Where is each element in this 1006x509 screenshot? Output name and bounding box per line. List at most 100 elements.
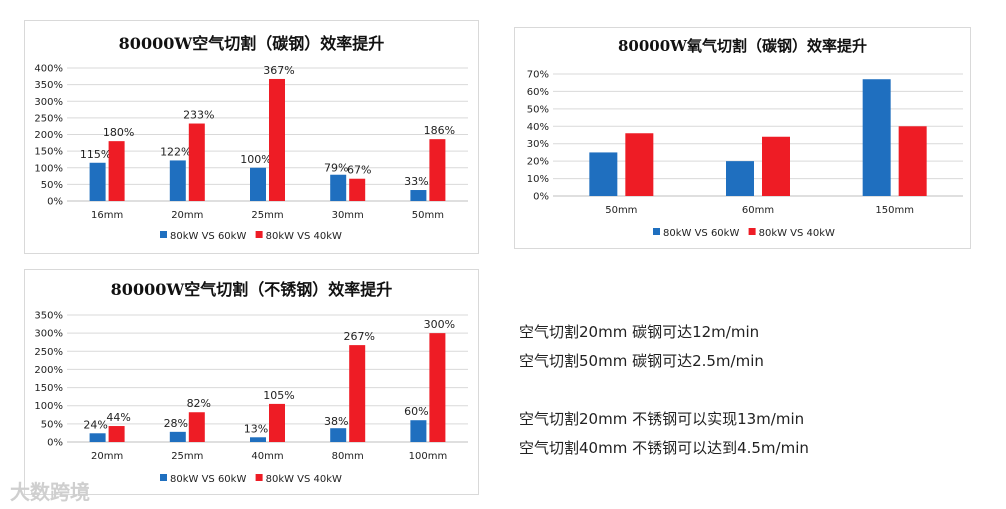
x-tick-label: 80mm (332, 451, 364, 462)
bar-vs-40kw (108, 141, 125, 201)
bar-vs-40kw (269, 403, 285, 442)
legend-label: 80kW VS 40kW (266, 474, 342, 485)
legend-label: 80kW VS 60kW (170, 474, 246, 485)
y-tick-label: 150% (34, 383, 63, 394)
y-tick-label: 350% (34, 80, 63, 91)
y-tick-label: 0% (47, 197, 63, 208)
note-air-40mm-stainless: 空气切割40mm 不锈钢可以达到4.5m/min (519, 439, 809, 457)
x-tick-label: 50mm (605, 205, 637, 216)
data-label: 300% (424, 318, 455, 331)
x-tick-label: 100mm (409, 451, 448, 462)
y-tick-label: 200% (34, 365, 63, 376)
y-tick-label: 50% (527, 104, 549, 115)
data-label: 79% (324, 162, 348, 175)
note-air-20mm-stainless: 空气切割20mm 不锈钢可以实现13m/min (519, 410, 805, 428)
chart-panel-oxygen-carbon: 80000W氧气切割（碳钢）效率提升 0% 10% 20% 30% 40% 50% 60% 70… (514, 27, 971, 249)
bar-vs-60kw (862, 79, 891, 196)
note-air-50mm-carbon: 空气切割50mm 碳钢可达2.5m/min (519, 352, 764, 370)
data-label: 100% (240, 153, 271, 166)
bar-vs-60kw (89, 433, 106, 442)
data-label: 122% (160, 145, 191, 158)
legend-swatch (748, 228, 756, 235)
data-label: 24% (83, 418, 107, 431)
data-label: 186% (424, 124, 455, 137)
y-tick-label: 350% (34, 311, 63, 322)
legend-label: 80kW VS 40kW (266, 231, 342, 242)
data-label: 115% (80, 148, 111, 161)
data-label: 28% (164, 417, 188, 430)
data-label: 233% (183, 109, 214, 122)
data-label: 82% (187, 397, 211, 410)
chart-air-stainless: 80000W空气切割（不锈钢）效率提升 0% 50% 100% 150% 200% 250%… (34, 280, 468, 485)
chart-title: 80000W空气切割（不锈钢）效率提升 (111, 280, 393, 299)
y-tick-label: 100% (34, 401, 63, 412)
bar-vs-40kw (188, 412, 205, 442)
chart-oxygen-carbon: 80000W氧气切割（碳钢）效率提升 0% 10% 20% 30% 40% 50% 60% 70… (527, 37, 963, 239)
y-tick-label: 0% (533, 192, 549, 203)
data-label: 67% (347, 164, 371, 177)
bar-vs-40kw (625, 133, 654, 196)
y-tick-label: 60% (527, 87, 549, 98)
x-tick-label: 20mm (171, 210, 203, 221)
y-tick-label: 50% (41, 180, 63, 191)
bar-vs-40kw (269, 78, 285, 201)
bar-vs-60kw (250, 437, 266, 442)
bar-vs-60kw (410, 190, 427, 201)
data-label: 367% (263, 64, 294, 77)
legend-swatch (255, 474, 263, 481)
x-tick-label: 16mm (91, 210, 123, 221)
y-tick-label: 50% (41, 419, 63, 430)
data-label: 33% (404, 175, 428, 188)
bar-vs-60kw (726, 161, 754, 196)
chart-title: 80000W氧气切割（碳钢）效率提升 (618, 37, 867, 55)
y-tick-label: 150% (34, 147, 63, 158)
bar-vs-40kw (349, 178, 366, 201)
bar-vs-40kw (429, 139, 446, 201)
data-label: 44% (106, 411, 130, 424)
legend-swatch (653, 228, 660, 235)
x-tick-label: 40mm (251, 451, 283, 462)
y-tick-label: 40% (527, 122, 549, 133)
y-tick-label: 250% (34, 113, 63, 124)
x-tick-label: 20mm (91, 451, 123, 462)
data-label: 38% (324, 415, 348, 428)
x-tick-label: 30mm (332, 210, 364, 221)
watermark-logo: 大数跨境 (10, 480, 90, 504)
legend-swatch (255, 231, 263, 238)
data-label: 60% (404, 405, 428, 418)
y-tick-label: 100% (34, 163, 63, 174)
legend-label: 80kW VS 60kW (663, 228, 739, 239)
bar-vs-40kw (898, 126, 927, 196)
y-tick-label: 400% (34, 64, 63, 75)
legend-swatch (160, 231, 167, 238)
chart-title: 80000W空气切割（碳钢）效率提升 (119, 34, 385, 53)
chart-air-carbon: 80000W空气切割（碳钢）效率提升 0% 50% 100% 150% 200% 250% 3… (34, 34, 468, 242)
y-tick-label: 300% (34, 97, 63, 108)
y-tick-label: 200% (34, 130, 63, 141)
bar-vs-60kw (169, 160, 186, 201)
bar-vs-40kw (188, 123, 205, 201)
bar-vs-60kw (589, 152, 618, 196)
x-tick-label: 50mm (412, 210, 444, 221)
bar-vs-60kw (330, 428, 347, 442)
chart-panel-air-carbon: 80000W空气切割（碳钢）效率提升 0% 50% 100% 150% 200% 250% 3… (24, 20, 479, 254)
bar-vs-40kw (762, 136, 790, 196)
note-air-20mm-carbon: 空气切割20mm 碳钢可达12m/min (519, 323, 760, 341)
bar-vs-40kw (108, 426, 125, 442)
data-label: 180% (103, 126, 134, 139)
y-tick-label: 20% (527, 157, 549, 168)
y-tick-label: 30% (527, 139, 549, 150)
data-label: 105% (263, 389, 294, 402)
bar-vs-60kw (89, 162, 106, 201)
x-tick-label: 25mm (251, 210, 283, 221)
bar-vs-60kw (330, 174, 347, 201)
legend-label: 80kW VS 40kW (759, 228, 835, 239)
bar-vs-60kw (250, 167, 266, 201)
bar-vs-40kw (349, 345, 366, 442)
y-tick-label: 300% (34, 329, 63, 340)
x-tick-label: 25mm (171, 451, 203, 462)
y-tick-label: 0% (47, 438, 63, 449)
legend-swatch (160, 474, 167, 481)
chart-panel-air-stainless: 80000W空气切割（不锈钢）效率提升 0% 50% 100% 150% 200% 250%… (24, 269, 479, 495)
bar-vs-40kw (429, 333, 446, 442)
